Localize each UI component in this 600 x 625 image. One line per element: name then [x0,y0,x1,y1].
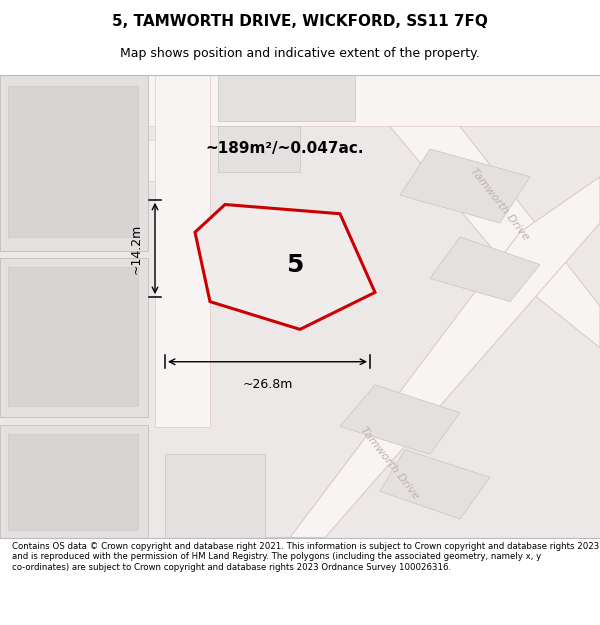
Text: Contains OS data © Crown copyright and database right 2021. This information is : Contains OS data © Crown copyright and d… [12,542,599,572]
Text: 5, TAMWORTH DRIVE, WICKFORD, SS11 7FQ: 5, TAMWORTH DRIVE, WICKFORD, SS11 7FQ [112,14,488,29]
Text: ~14.2m: ~14.2m [130,223,143,274]
Polygon shape [265,177,600,538]
Polygon shape [0,75,600,126]
Polygon shape [380,449,490,519]
Polygon shape [355,75,600,348]
Polygon shape [218,126,300,172]
Polygon shape [8,434,138,530]
Text: 5: 5 [286,253,304,277]
Polygon shape [400,149,530,223]
Text: Tamworth Drive: Tamworth Drive [469,166,531,242]
Polygon shape [155,75,210,426]
Polygon shape [8,86,138,237]
Text: Tamworth Drive: Tamworth Drive [359,426,421,501]
Polygon shape [0,75,600,538]
Polygon shape [165,454,265,538]
Polygon shape [195,204,375,329]
Text: ~189m²/~0.047ac.: ~189m²/~0.047ac. [206,141,364,156]
Polygon shape [218,75,355,121]
Text: ~26.8m: ~26.8m [242,378,293,391]
Polygon shape [430,237,540,302]
Polygon shape [0,424,148,538]
Polygon shape [0,75,148,251]
Polygon shape [0,258,148,418]
Polygon shape [340,385,460,454]
Polygon shape [8,268,138,406]
Text: Map shows position and indicative extent of the property.: Map shows position and indicative extent… [120,48,480,61]
Polygon shape [0,140,210,181]
